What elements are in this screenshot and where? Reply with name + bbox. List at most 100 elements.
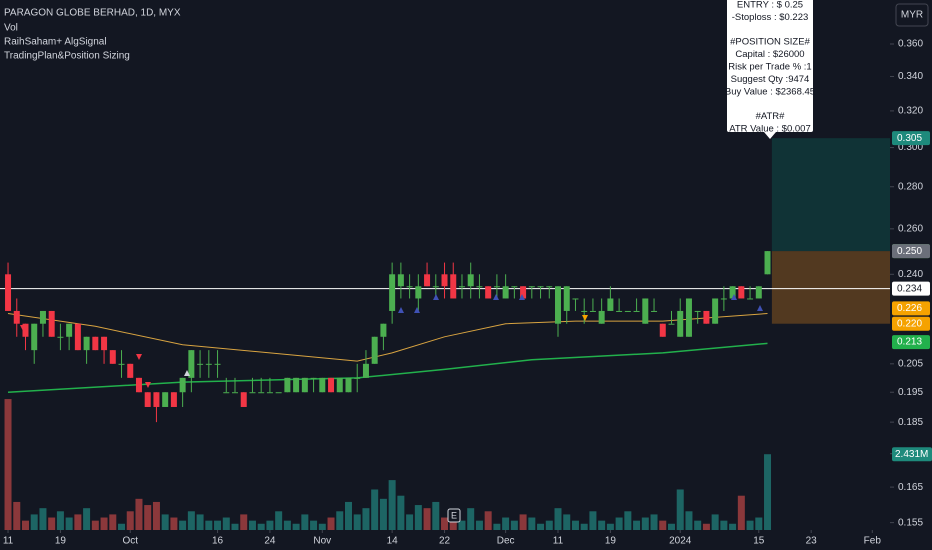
candle-body [5,274,12,311]
candle-body [537,286,544,288]
volume-bar [248,520,256,530]
x-tick-label: 11 [553,536,564,547]
buy-signal [433,294,439,300]
candle-body [39,310,46,324]
candle-body [467,274,474,287]
volume-bar [545,520,553,530]
x-tick-label: 19 [605,536,617,547]
volume-bar [275,511,283,530]
price-label-bg [892,316,930,331]
stop-zone [771,251,890,324]
candle-body [450,274,457,299]
sell-signal [136,354,142,360]
volume-bar [240,514,248,530]
candle-body [406,286,413,288]
candle-body [101,336,108,351]
volume-bar [292,523,300,530]
y-tick-label: 0.360 [898,39,923,50]
currency-button[interactable] [895,3,929,27]
candle-body [31,323,38,351]
position-box [0,138,890,324]
signal [184,370,190,376]
volume-bar [231,523,239,530]
candle-body [458,286,465,288]
volume-bar [519,514,527,530]
candle-body [293,377,300,393]
candle-body [118,363,125,365]
indicator-name: Vol [4,23,18,34]
buy-signal [398,307,404,313]
volume-bar [118,523,126,530]
volume-bar [144,505,152,530]
candle-body [607,298,614,311]
candle-body [345,377,352,393]
volume-bar [379,498,387,530]
candle-body [598,310,605,324]
volume-bar [214,520,222,530]
signals [20,294,763,388]
x-tick-label: Nov [313,536,331,547]
volume-bar [694,520,702,530]
candle-body [354,377,361,379]
candle-body [284,377,291,393]
candle-body [22,323,29,337]
candle-body [589,310,596,312]
y-tick-label: 0.280 [898,181,923,192]
y-tick-label: 0.155 [898,517,923,528]
volume-bar [301,514,309,530]
volume-bar [729,523,737,530]
candle-body [92,336,99,351]
candle-body [249,392,256,394]
volume-bar [222,517,230,530]
candle-body [624,310,631,312]
currency[interactable]: MYR [901,10,923,21]
volume-bar [554,508,562,530]
x-tick-label: 22 [439,536,451,547]
volume-bar [414,505,422,530]
candle-body [240,392,247,407]
tooltip-line: ATR Value : $0.007 [729,124,811,135]
candle-body [214,363,221,365]
tooltip-line: #ATR# [756,111,786,122]
volume-bar [598,520,606,530]
volume-bar [441,517,449,530]
volume-bar [571,520,579,530]
candle-body [424,274,431,287]
volume-layer [4,399,772,530]
candle-body [546,286,553,288]
tooltip-line: Suggest Qty :9474 [731,74,810,85]
candle-body [441,274,448,287]
tooltip-line: #POSITION SIZE# [730,37,810,48]
scale-button-label[interactable]: E [451,510,457,520]
price-label: 0.213 [897,337,922,348]
x-tick-label: Dec [497,536,515,547]
volume-bar [4,399,12,530]
candle-body [738,286,745,299]
scale-button[interactable] [447,508,461,523]
volume-bar [458,520,466,530]
volume-bar [353,514,361,530]
y-tick-label: 0.185 [898,417,923,428]
candle-body [301,377,308,393]
candle-body [74,323,81,351]
price-label: 0.220 [897,318,922,329]
candle-body [109,350,116,364]
candle-body [432,286,439,288]
volume-bar [397,495,405,530]
volume-bar [502,517,510,530]
candle-body [572,298,579,300]
candle-body [581,310,588,312]
candle-body [755,286,762,299]
candle-body [362,363,369,378]
tooltip-line: ENTRY : $ 0.25 [737,0,803,11]
candle-body [328,377,335,393]
volume-bar [493,523,501,530]
candle-body [563,286,570,311]
candle-body [720,298,727,300]
buy-signal [757,305,763,311]
candle-body [162,392,169,407]
candle-body [502,286,509,299]
candle-body [712,298,719,324]
candle-body [83,336,90,351]
volume-bar [432,501,440,530]
